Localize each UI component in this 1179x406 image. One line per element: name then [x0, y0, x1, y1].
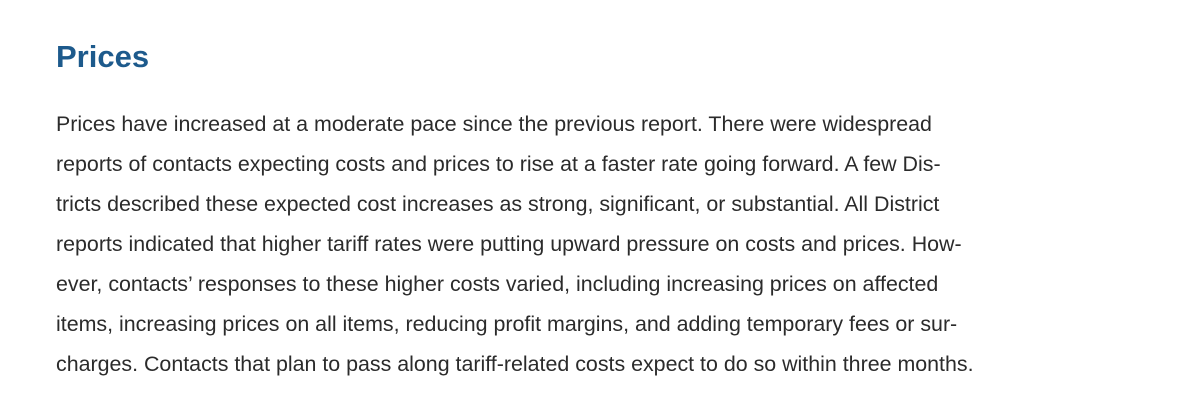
paragraph-line: charges. Contacts that plan to pass alon…	[56, 352, 974, 376]
paragraph-line: ever, contacts’ responses to these highe…	[56, 272, 939, 296]
paragraph-line: reports indicated that higher tariff rat…	[56, 232, 962, 256]
prices-paragraph: Prices have increased at a moderate pace…	[56, 104, 1156, 384]
prices-section: Prices	[56, 34, 1146, 80]
section-heading: Prices	[56, 39, 150, 74]
paragraph-line: items, increasing prices on all items, r…	[56, 312, 958, 336]
paragraph-line: Prices have increased at a moderate pace…	[56, 112, 932, 136]
paragraph-line: reports of contacts expecting costs and …	[56, 152, 941, 176]
paragraph-line: tricts described these expected cost inc…	[56, 192, 940, 216]
